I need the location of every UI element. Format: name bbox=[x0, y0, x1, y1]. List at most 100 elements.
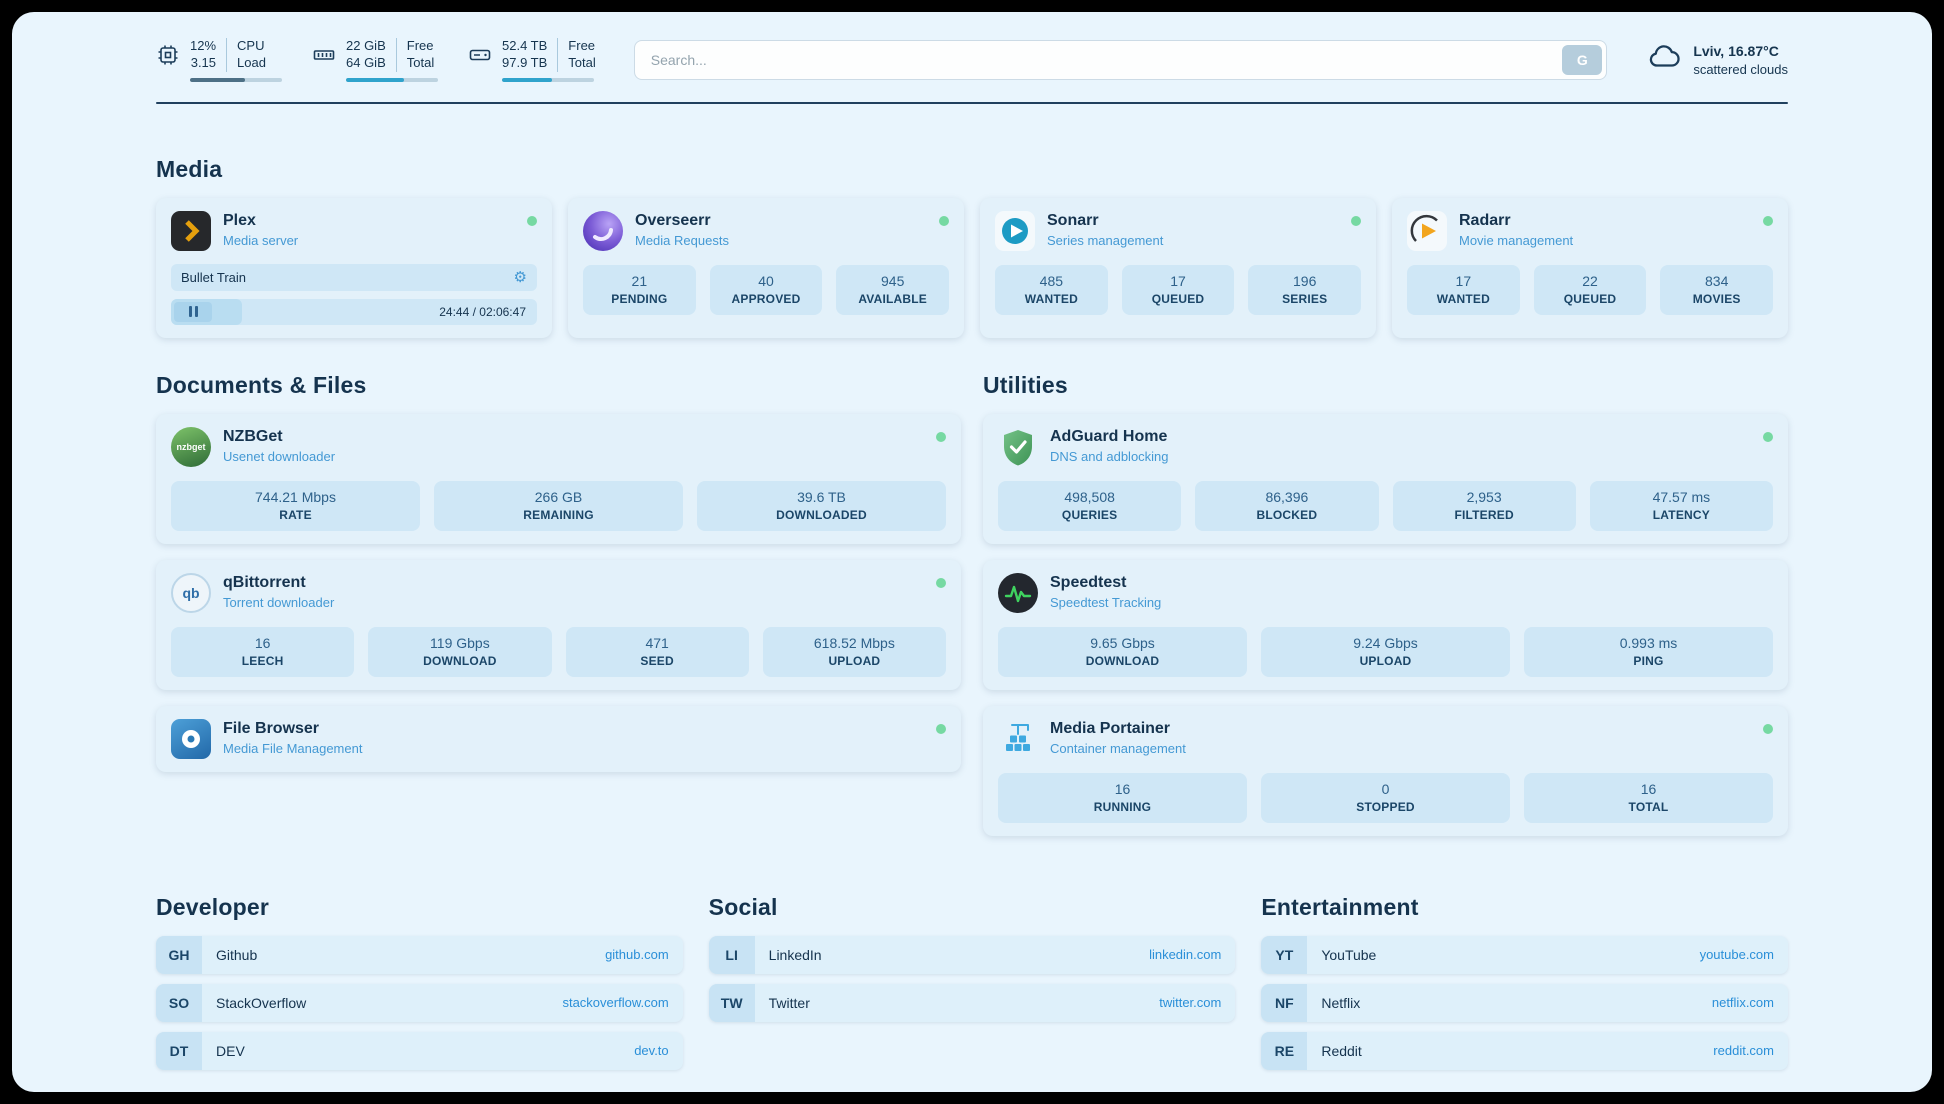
bookmark-url[interactable]: reddit.com bbox=[1713, 1043, 1774, 1059]
section-utilities: Utilities bbox=[983, 372, 1788, 836]
ram-label-top: Free bbox=[406, 38, 434, 53]
stat-label: RUNNING bbox=[1093, 799, 1152, 814]
search-engine-button[interactable]: G bbox=[1562, 44, 1603, 75]
service-card-qbittorrent[interactable]: qb qBittorrent Torrent downloader 16 LEE… bbox=[156, 559, 961, 690]
service-name: NZBGet bbox=[223, 427, 283, 445]
bookmark-github[interactable]: GH Github github.com bbox=[156, 935, 683, 974]
stat-value: 9.24 Gbps bbox=[1353, 634, 1418, 651]
bookmark-youtube[interactable]: YT YouTube youtube.com bbox=[1261, 935, 1788, 974]
adguard-shield-icon bbox=[998, 427, 1038, 467]
service-subtitle: Media server bbox=[223, 232, 299, 248]
stat-label: UPLOAD bbox=[828, 653, 881, 668]
bookmark-name: Reddit bbox=[1321, 1042, 1362, 1059]
stat-box: 16 TOTAL bbox=[1524, 772, 1773, 823]
stat-label: SEED bbox=[640, 653, 674, 668]
status-dot bbox=[936, 723, 946, 734]
stat-box: 119 Gbps DOWNLOAD bbox=[368, 626, 552, 677]
disk-monitor: 52.4 TB 97.9 TB Free Total bbox=[468, 38, 596, 82]
service-card-sonarr[interactable]: Sonarr Series management 485 WANTED 17 Q… bbox=[980, 197, 1376, 338]
bookmark-url[interactable]: stackoverflow.com bbox=[562, 995, 669, 1011]
status-dot bbox=[1351, 215, 1361, 226]
dashboard-app: 12% 3.15 CPU Load bbox=[12, 12, 1932, 1092]
playback-progress-bar[interactable]: 24:44 / 02:06:47 bbox=[171, 298, 537, 325]
speedtest-icon bbox=[998, 572, 1038, 613]
stat-box: 17 WANTED bbox=[1407, 264, 1520, 315]
bookmark-abbr: GH bbox=[156, 935, 202, 974]
bookmark-linkedin[interactable]: LI LinkedIn linkedin.com bbox=[708, 935, 1236, 974]
stat-label: QUERIES bbox=[1061, 507, 1118, 522]
bookmark-url[interactable]: dev.to bbox=[634, 1043, 669, 1059]
service-subtitle: Series management bbox=[1047, 232, 1164, 248]
section-title-developer: Developer bbox=[156, 893, 270, 920]
stat-label: QUEUED bbox=[1151, 291, 1205, 306]
stat-label: REMAINING bbox=[523, 507, 594, 522]
ram-free-value: 22 GiB bbox=[346, 38, 386, 53]
stat-value: 21 bbox=[631, 272, 648, 289]
search-input[interactable] bbox=[638, 51, 1563, 68]
stat-box: 47.57 ms LATENCY bbox=[1589, 480, 1773, 531]
stat-box: 485 WANTED bbox=[995, 264, 1108, 315]
bookmark-url[interactable]: youtube.com bbox=[1699, 947, 1774, 963]
stat-value: 119 Gbps bbox=[430, 634, 490, 651]
status-dot bbox=[1763, 215, 1773, 226]
stat-label: WANTED bbox=[1024, 291, 1078, 306]
stat-box: 196 SERIES bbox=[1248, 264, 1362, 315]
stat-value: 471 bbox=[645, 634, 669, 651]
stat-value: 618.52 Mbps bbox=[813, 634, 895, 651]
stat-box: 945 AVAILABLE bbox=[836, 264, 950, 315]
stat-box: 498,508 QUERIES bbox=[998, 480, 1182, 531]
stat-label: QUEUED bbox=[1563, 291, 1617, 306]
status-dot bbox=[936, 431, 946, 442]
stat-label: WANTED bbox=[1436, 291, 1490, 306]
bookmark-url[interactable]: twitter.com bbox=[1159, 995, 1222, 1011]
bookmark-abbr: TW bbox=[708, 983, 755, 1022]
stat-box: 744.21 Mbps RATE bbox=[171, 480, 420, 531]
stat-box: 39.6 TB DOWNLOADED bbox=[697, 480, 946, 531]
pause-icon[interactable] bbox=[174, 301, 212, 322]
stat-value: 498,508 bbox=[1064, 488, 1115, 505]
stat-label: MOVIES bbox=[1692, 291, 1741, 306]
stat-box: 471 SEED bbox=[565, 626, 749, 677]
section-media: Media Plex Media server bbox=[156, 156, 1788, 338]
stat-value: 40 bbox=[758, 272, 774, 289]
bookmark-url[interactable]: linkedin.com bbox=[1149, 947, 1222, 963]
service-subtitle: Media Requests bbox=[635, 232, 729, 248]
bookmark-stackoverflow[interactable]: SO StackOverflow stackoverflow.com bbox=[156, 983, 683, 1022]
service-name: AdGuard Home bbox=[1050, 427, 1168, 445]
top-bar: 12% 3.15 CPU Load bbox=[156, 38, 1788, 82]
bookmark-abbr: NF bbox=[1261, 983, 1308, 1022]
service-card-speedtest[interactable]: Speedtest Speedtest Tracking 9.65 Gbps D… bbox=[983, 559, 1788, 690]
stat-value: 744.21 Mbps bbox=[255, 488, 336, 505]
service-card-radarr[interactable]: Radarr Movie management 17 WANTED 22 QUE… bbox=[1392, 197, 1788, 338]
ram-usage-bar bbox=[346, 77, 438, 82]
gear-icon[interactable]: ⚙ bbox=[513, 268, 527, 286]
service-card-portainer[interactable]: Media Portainer Container management 16 … bbox=[983, 705, 1788, 836]
bookmark-abbr: RE bbox=[1261, 1031, 1308, 1070]
bookmark-url[interactable]: github.com bbox=[605, 947, 669, 963]
section-entertainment: Entertainment YT YouTube youtube.com NF … bbox=[1261, 894, 1788, 1080]
bookmark-abbr: DT bbox=[156, 1031, 202, 1070]
service-card-filebrowser[interactable]: File Browser Media File Management bbox=[156, 705, 961, 772]
service-subtitle: Container management bbox=[1050, 740, 1186, 756]
bookmark-reddit[interactable]: RE Reddit reddit.com bbox=[1261, 1031, 1788, 1070]
stat-label: STOPPED bbox=[1356, 799, 1415, 814]
now-playing-title: Bullet Train bbox=[181, 269, 247, 285]
bookmark-dev[interactable]: DT DEV dev.to bbox=[156, 1031, 683, 1070]
stat-value: 945 bbox=[881, 272, 905, 289]
qbittorrent-icon: qb bbox=[171, 572, 211, 613]
bookmark-name: LinkedIn bbox=[768, 946, 822, 963]
ram-usage-fill bbox=[346, 77, 404, 82]
service-card-nzbget[interactable]: nzbget NZBGet Usenet downloader 744.21 M… bbox=[156, 413, 961, 544]
overseerr-icon bbox=[583, 210, 623, 251]
stat-box: 2,953 FILTERED bbox=[1392, 480, 1576, 531]
stat-value: 86,396 bbox=[1265, 488, 1309, 505]
bookmark-twitter[interactable]: TW Twitter twitter.com bbox=[708, 983, 1236, 1022]
bookmark-url[interactable]: netflix.com bbox=[1711, 995, 1774, 1011]
service-card-adguard[interactable]: AdGuard Home DNS and adblocking 498,508 … bbox=[983, 413, 1788, 544]
service-card-overseerr[interactable]: Overseerr Media Requests 21 PENDING 40 A… bbox=[568, 197, 964, 338]
cpu-percent: 12% bbox=[190, 38, 217, 53]
stat-box: 9.65 Gbps DOWNLOAD bbox=[998, 626, 1247, 677]
bookmark-netflix[interactable]: NF Netflix netflix.com bbox=[1261, 983, 1788, 1022]
disk-usage-fill bbox=[502, 77, 552, 82]
service-card-plex[interactable]: Plex Media server Bullet Train ⚙ 24:44 /… bbox=[156, 197, 552, 338]
